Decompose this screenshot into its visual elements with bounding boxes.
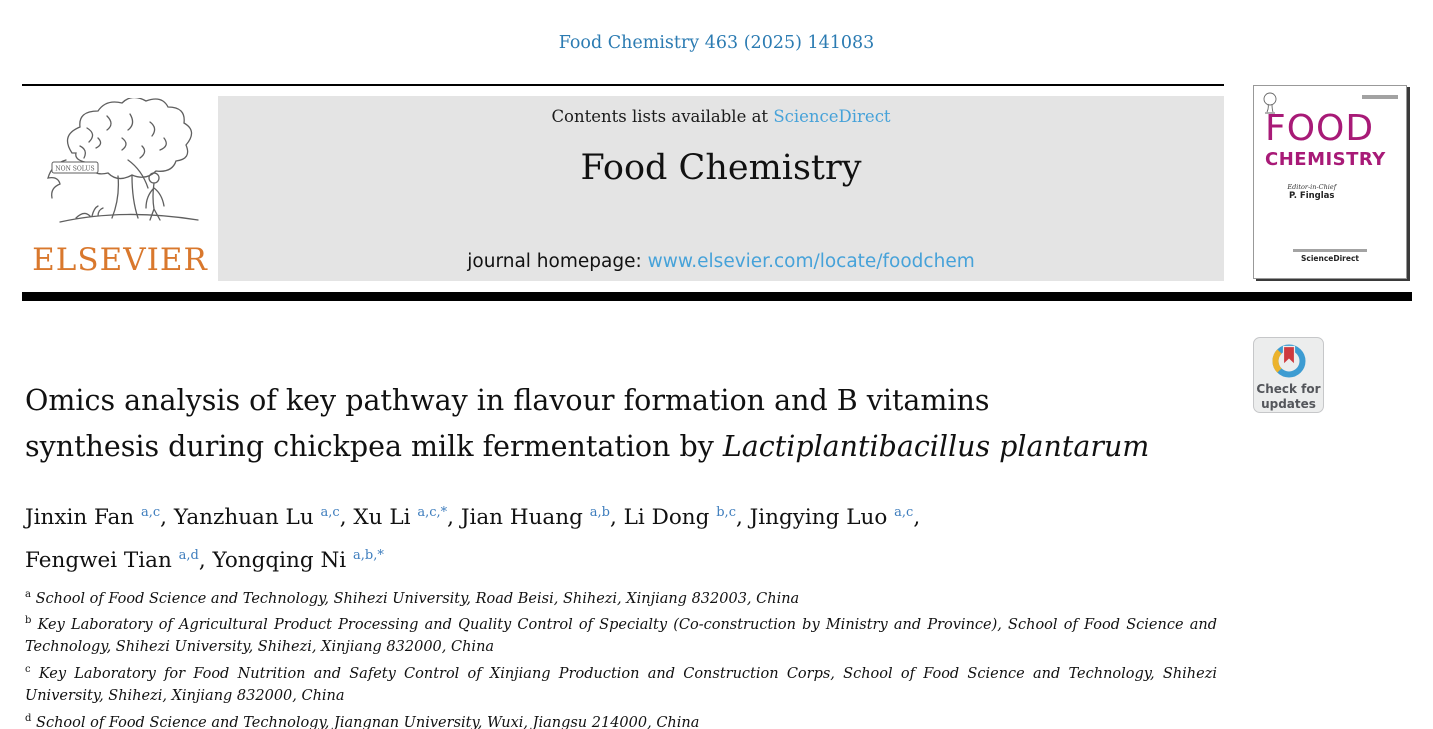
author-affiliation-superscript: a,c [320,505,340,520]
journal-cover-thumbnail[interactable]: FOOD CHEMISTRY Editor-in-Chief P. Fingla… [1253,85,1407,279]
author-list: Jinxin Fan a,c, Yanzhuan Lu a,c, Xu Li a… [25,505,921,573]
badge-label: Check for updates [1254,382,1323,411]
journal-title: Food Chemistry [580,148,862,188]
svg-text:NON SOLUS: NON SOLUS [55,166,94,173]
article-title-species-italic: Lactiplantibacillus plantarum [722,430,1150,463]
article-title-line2: synthesis during chickpea milk fermentat… [25,430,1149,463]
header-divider-bar [22,292,1412,301]
author-name: Li Dong [623,505,710,531]
affiliation: c Key Laboratory for Food Nutrition and … [25,663,1217,705]
cover-editor-name: P. Finglas [1289,191,1335,201]
homepage-url-link[interactable]: www.elsevier.com/locate/foodchem [647,251,975,272]
journal-citation: Food Chemistry 463 (2025) 141083 [558,33,875,53]
contents-line: Contents lists available at ScienceDirec… [218,107,1224,126]
affiliation-superscript: d [25,712,32,724]
affiliation-superscript: b [25,615,32,627]
author-affiliation-superscript: a,b,* [353,547,384,563]
journal-banner: Contents lists available at ScienceDirec… [218,96,1224,281]
homepage-label: journal homepage: [467,251,648,272]
cover-available-online-text [1254,249,1406,252]
author-affiliation-superscript: a,b [589,505,610,520]
contents-prefix: Contents lists available at [551,107,774,126]
author-affiliation-superscript: b,c [716,505,736,520]
author-affiliation-superscript: a,c [894,505,914,520]
article-title-line1: Omics analysis of key pathway in flavour… [25,384,990,417]
cover-title-chemistry: CHEMISTRY [1265,149,1386,170]
check-for-updates-badge[interactable]: Check for updates [1253,337,1324,413]
author-affiliation-superscript: a,c,* [417,505,448,520]
author-name: Jinxin Fan [25,505,135,531]
author-affiliation-superscript: a,d [178,547,199,563]
affiliation-superscript: c [25,663,31,675]
author-name: Fengwei Tian [25,547,172,573]
author-name: Xu Li [353,505,411,531]
article-title: Omics analysis of key pathway in flavour… [25,378,1255,470]
affiliation-list: a School of Food Science and Technology,… [25,584,1217,729]
badge-label-line1: Check for [1256,382,1321,396]
badge-label-line2: updates [1261,396,1316,411]
cover-editor-label: Editor-in-Chief [1287,183,1337,191]
article-title-line2-regular: synthesis during chickpea milk fermentat… [25,430,723,463]
author-name: Yanzhuan Lu [173,505,314,531]
affiliation: d School of Food Science and Technology,… [25,712,700,729]
affiliation-superscript: a [25,589,31,600]
author-name: Jingying Luo [749,505,888,531]
affiliation: a School of Food Science and Technology,… [25,589,800,607]
sciencedirect-link[interactable]: ScienceDirect [773,107,891,126]
cover-elsevier-mini-logo [1263,92,1277,114]
author-name: Yongqing Ni [212,547,347,573]
crossmark-icon [1272,344,1305,378]
cover-issn-text [1362,95,1398,99]
cover-title-food: FOOD [1265,108,1375,149]
cover-sciencedirect-wordmark: ScienceDirect [1301,254,1359,263]
header-top-rule [22,84,1224,86]
homepage-line: journal homepage: www.elsevier.com/locat… [218,251,1224,272]
elsevier-logo-block: NON SOLUS ELSEVIER [22,96,218,281]
elsevier-tree-icon: NON SOLUS [47,98,199,223]
affiliation: b Key Laboratory of Agricultural Product… [25,615,1217,656]
author-affiliation-superscript: a,c [141,505,161,520]
elsevier-wordmark: ELSEVIER [32,242,208,278]
non-solus-banner: NON SOLUS [51,161,99,174]
author-name: Jian Huang [460,505,583,531]
